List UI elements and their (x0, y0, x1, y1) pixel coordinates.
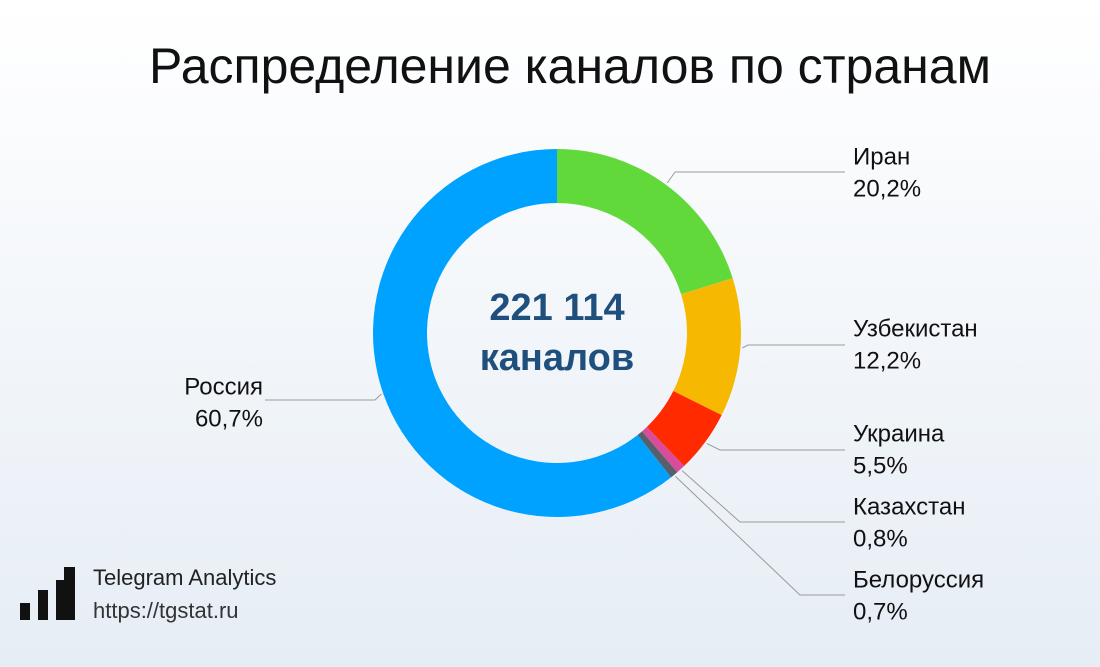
slice-name: Казахстан (853, 493, 965, 520)
chart-title: Распределение каналов по странам (149, 38, 991, 94)
slice-value: 12,2% (853, 347, 921, 374)
logo (20, 567, 75, 620)
leader-line (666, 171, 845, 184)
slice-value: 0,8% (853, 525, 908, 552)
brand: Telegram Analytics (93, 565, 276, 590)
slice-value: 0,7% (853, 598, 908, 625)
slice-name: Украина (853, 420, 945, 447)
leader-line (681, 470, 845, 523)
logo-bar (64, 567, 75, 620)
logo-bar (38, 590, 48, 620)
leader-line (706, 442, 845, 451)
brand-url: https://tgstat.ru (93, 598, 239, 623)
slice-name: Иран (853, 143, 910, 170)
slice-value: 5,5% (853, 452, 908, 479)
slice (641, 426, 685, 473)
slice-name: Белоруссия (853, 566, 984, 593)
center-total: 221 114 (489, 287, 624, 329)
slice (637, 431, 678, 478)
leader-line (675, 476, 845, 596)
slice-name: Россия (184, 373, 263, 400)
slice (646, 391, 722, 467)
center-caption: каналов (480, 337, 634, 379)
leader-line (742, 344, 845, 349)
leader-line (265, 393, 382, 401)
slice-name: Узбекистан (853, 315, 978, 342)
donut (373, 149, 741, 517)
slice-value: 60,7% (195, 405, 263, 432)
slice (373, 149, 672, 517)
logo-bar (20, 603, 30, 620)
slice (557, 149, 733, 295)
slice (673, 278, 741, 416)
slice-value: 20,2% (853, 175, 921, 202)
logo-bar (56, 580, 66, 620)
